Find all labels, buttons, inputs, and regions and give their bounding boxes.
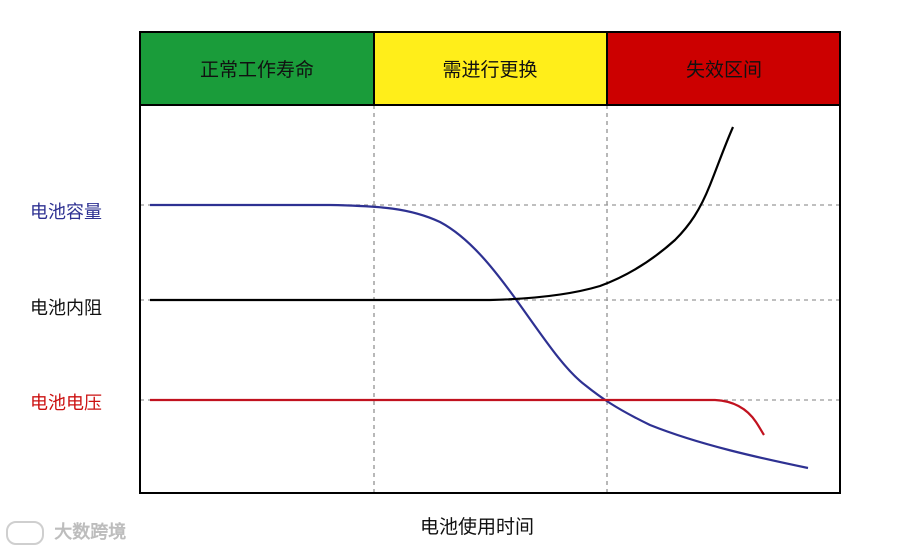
voltage-curve xyxy=(150,398,765,436)
zone-replace-label: 需进行更换 xyxy=(442,59,537,81)
zone-replace xyxy=(373,31,608,106)
plot-border xyxy=(139,104,841,494)
x-axis-label: 电池使用时间 xyxy=(420,516,535,538)
watermark-logo: 大数跨境 xyxy=(6,518,126,545)
zone-failure-label: 失效区间 xyxy=(686,59,762,81)
y-label-capacity: 电池容量 xyxy=(30,202,102,223)
y-label-voltage: 电池电压 xyxy=(30,393,102,414)
zone-normal-life-label: 正常工作寿命 xyxy=(200,59,314,81)
y-label-resistance: 电池内阻 xyxy=(30,298,102,319)
resistance-curve xyxy=(150,126,735,302)
zone-normal-life xyxy=(139,31,375,106)
capacity-curve xyxy=(150,203,809,470)
zone-failure xyxy=(606,31,841,106)
watermark-icon xyxy=(6,521,44,545)
watermark-text: 大数跨境 xyxy=(54,522,127,543)
